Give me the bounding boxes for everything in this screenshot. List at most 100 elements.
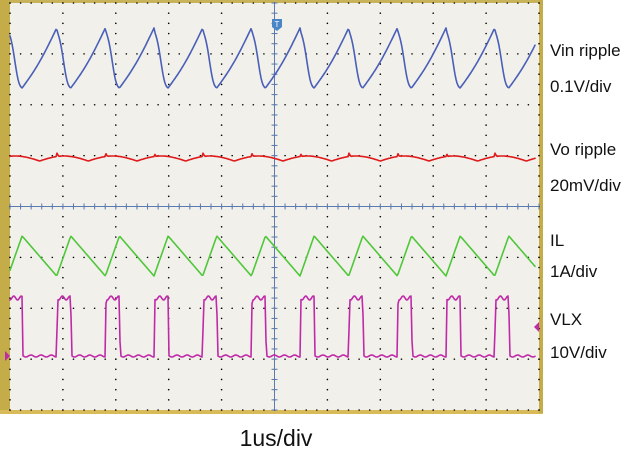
grid-dot — [115, 73, 117, 76]
grid-dot — [474, 256, 477, 259]
grid-dot — [517, 53, 519, 55]
grid-dot — [252, 2, 255, 4]
grid-dot — [263, 2, 265, 4]
grid-dot — [263, 358, 265, 360]
grid-dot — [442, 53, 445, 55]
grid-dot — [485, 73, 487, 76]
grid-dot — [432, 103, 435, 106]
grid-dot — [432, 368, 435, 371]
grid-dot — [474, 358, 477, 360]
grid-dot — [379, 185, 382, 187]
grid-dot — [538, 165, 540, 167]
grid-dot — [432, 185, 435, 187]
grid-dot — [115, 378, 117, 381]
grid-dot — [136, 103, 138, 106]
grid-dot — [115, 2, 117, 4]
grid-dot — [517, 358, 519, 360]
grid-dot — [326, 73, 329, 76]
grid-dot — [390, 2, 392, 4]
grid-dot — [464, 154, 466, 157]
time-scale-label: 1us/div — [240, 425, 313, 451]
grid-dot — [210, 409, 212, 411]
grid-dot — [210, 307, 212, 310]
grid-dot — [93, 154, 96, 157]
grid-dot — [220, 327, 223, 330]
grid-dot — [538, 185, 540, 187]
grid-dot — [538, 297, 540, 299]
grid-dot — [115, 287, 117, 289]
grid-dot — [115, 134, 117, 137]
grid-dot — [220, 399, 223, 401]
grid-dot — [93, 256, 96, 259]
grid-dot — [220, 114, 223, 116]
grid-dot — [506, 409, 509, 411]
grid-dot — [252, 256, 255, 259]
grid-dot — [495, 409, 498, 411]
grid-dot — [368, 53, 371, 55]
grid-dot — [316, 103, 318, 106]
grid-dot — [453, 307, 456, 310]
grid-dot — [167, 256, 170, 259]
grid-dot — [83, 307, 85, 310]
grid-dot — [9, 53, 11, 55]
grid-dot — [83, 103, 85, 106]
grid-dot — [9, 399, 11, 401]
grid-dot — [527, 2, 530, 4]
grid-dot — [115, 215, 117, 218]
grid-dot — [379, 195, 382, 198]
grid-dot — [178, 53, 181, 55]
grid-dot — [474, 409, 477, 411]
grid-dot — [294, 358, 297, 360]
grid-dot — [178, 103, 181, 106]
grid-dot — [432, 63, 435, 65]
grid-dot — [453, 103, 456, 106]
grid-dot — [83, 53, 85, 55]
grid-dot — [432, 93, 435, 96]
grid-dot — [40, 358, 43, 360]
grid-dot — [220, 388, 223, 391]
grid-dot — [421, 256, 424, 259]
grid-dot — [337, 154, 339, 157]
grid-dot — [538, 195, 540, 198]
grid-dot — [167, 399, 170, 401]
grid-dot — [442, 256, 445, 259]
grid-dot — [83, 409, 85, 411]
grid-dot — [40, 53, 43, 55]
grid-dot — [464, 53, 466, 55]
grid-dot — [62, 32, 64, 35]
grid-dot — [62, 307, 64, 310]
grid-dot — [316, 53, 318, 55]
grid-dot — [104, 256, 107, 259]
grid-dot — [115, 63, 117, 65]
grid-dot — [442, 409, 445, 411]
grid-dot — [379, 368, 382, 371]
grid-dot — [62, 317, 64, 320]
grid-dot — [210, 103, 212, 106]
grid-dot — [220, 22, 223, 25]
grid-dot — [506, 307, 509, 310]
grid-dot — [146, 53, 149, 55]
grid-dot — [432, 348, 435, 350]
grid-dot — [485, 12, 487, 14]
grid-dot — [284, 358, 286, 360]
grid-dot — [379, 307, 382, 310]
grid-dot — [432, 378, 435, 381]
markers: T — [5, 19, 539, 361]
grid-dot — [115, 175, 117, 177]
grid-dot — [337, 103, 339, 106]
grid-dot — [411, 53, 413, 55]
grid-dot — [474, 53, 477, 55]
grid-dot — [453, 358, 456, 360]
grid-dot — [538, 276, 540, 279]
grid-dot — [19, 358, 22, 360]
grid-dot — [167, 144, 170, 147]
grid-dot — [326, 144, 329, 147]
grid-dot — [379, 2, 382, 4]
grid-dot — [316, 358, 318, 360]
grid-dot — [9, 32, 11, 35]
grid-dot — [62, 103, 64, 106]
grid-dot — [284, 307, 286, 310]
grid-dot — [485, 144, 487, 147]
grid-dot — [527, 307, 530, 310]
grid-dot — [9, 93, 11, 96]
